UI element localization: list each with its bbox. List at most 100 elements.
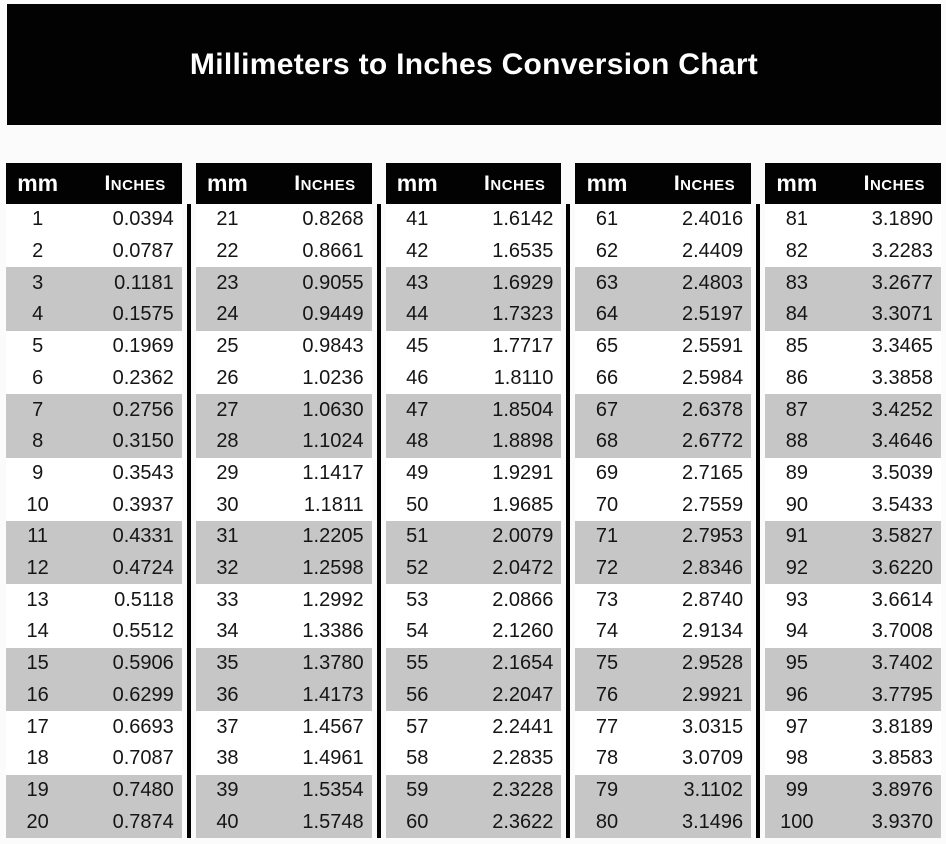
mm-value: 48: [406, 430, 429, 453]
mm-value: 10: [26, 493, 49, 516]
inches-value: 0.6299: [112, 683, 174, 706]
mm-value: 27: [216, 398, 239, 421]
inches-value: 1.6929: [492, 271, 554, 294]
table-row: 85 3.3465: [765, 330, 941, 363]
inches-value: 3.4252: [871, 398, 933, 421]
table-row: 8 0.3150: [6, 425, 182, 458]
mm-value: 15: [26, 652, 49, 675]
table-row: 45 1.7717: [385, 330, 562, 363]
table-row: 84 3.3071: [765, 299, 941, 331]
mm-value: 92: [785, 557, 808, 580]
inches-value: 1.8110: [493, 366, 554, 389]
mm-value: 90: [785, 493, 808, 516]
inches-value: 3.1496: [682, 810, 744, 833]
table-row: 37 1.4567: [195, 711, 372, 743]
mm-value: 69: [595, 461, 619, 484]
table-row: 55 2.1654: [385, 647, 562, 680]
table-row: 41 1.6142: [385, 204, 562, 236]
inches-value: 2.4016: [682, 208, 744, 231]
inches-value: 1.2205: [302, 525, 364, 548]
mm-value: 6: [32, 366, 44, 389]
inches-value: 0.4331: [112, 525, 174, 548]
mm-value: 68: [595, 430, 619, 453]
inches-value: 0.3543: [112, 461, 174, 484]
inches-value: 2.5984: [682, 366, 744, 389]
inches-value: 2.2047: [492, 683, 554, 706]
table-body: 1 0.0394 2 0.0787 3 0.1181 4 0.1575 5 0.1969 6 0.23…: [6, 204, 182, 839]
mm-value: 18: [26, 747, 49, 770]
inches-value: 2.6378: [682, 398, 744, 421]
inches-value: 3.1890: [871, 208, 933, 231]
table-row: 88 3.4646: [765, 425, 941, 458]
inches-value: 3.5827: [871, 525, 933, 548]
inches-value: 1.0236: [302, 366, 364, 389]
table-row: 10 0.3937: [6, 489, 182, 522]
table-row: 13 0.5118: [6, 584, 182, 617]
mm-value: 7: [32, 398, 44, 421]
table-row: 11 0.4331: [6, 521, 182, 553]
table-row: 72 2.8346: [575, 552, 752, 585]
table-body: 61 2.4016 62 2.4409 63 2.4803 64 2.5197 65 2.5591…: [575, 204, 752, 839]
inches-value: 1.1024: [302, 430, 364, 453]
table-row: 42 1.6535: [385, 235, 562, 268]
inches-value: 1.5748: [302, 810, 364, 833]
inches-value: 2.9921: [682, 683, 744, 706]
table-row: 83 3.2677: [765, 267, 941, 300]
inches-value: 3.0709: [682, 747, 744, 770]
mm-value: 36: [216, 683, 239, 706]
inches-value: 3.0315: [682, 715, 744, 738]
inches-value: 3.8583: [871, 747, 933, 770]
inches-value: 0.5906: [112, 652, 174, 675]
mm-value: 63: [595, 271, 619, 294]
table-row: 95 3.7402: [765, 647, 941, 680]
table-row: 100 3.9370: [765, 806, 941, 839]
table-row: 26 1.0236: [195, 362, 372, 395]
inches-value: 2.8740: [682, 588, 744, 611]
mm-value: 33: [216, 588, 239, 611]
mm-value: 80: [595, 810, 619, 833]
mm-value: 9: [32, 461, 44, 484]
table-row: 50 1.9685: [385, 489, 562, 522]
inches-value: 2.5197: [682, 303, 744, 326]
table-row: 27 1.0630: [195, 394, 372, 426]
inches-value: 0.3937: [112, 493, 174, 516]
mm-value: 98: [785, 747, 808, 770]
inches-value: 1.8898: [492, 430, 554, 453]
inches-value: 2.4409: [682, 240, 744, 263]
inches-value: 0.1181: [114, 271, 174, 294]
inches-value: 2.7165: [682, 461, 744, 484]
table-row: 78 3.0709: [575, 742, 752, 775]
table-row: 3 0.1181: [6, 267, 182, 300]
inches-value: 3.5433: [871, 493, 933, 516]
table-row: 71 2.7953: [575, 521, 752, 553]
inches-value: 1.9291: [492, 461, 554, 484]
inches-value: 0.2756: [112, 398, 174, 421]
inches-value: 2.0472: [492, 557, 554, 580]
table-row: 23 0.9055: [195, 267, 372, 300]
mm-value: 94: [785, 620, 808, 643]
mm-value: 35: [216, 652, 239, 675]
inches-value: 3.1102: [683, 779, 744, 801]
table-row: 44 1.7323: [385, 299, 562, 331]
mm-value: 32: [216, 557, 239, 580]
inches-value: 1.3386: [302, 620, 364, 643]
table-body: 21 0.8268 22 0.8661 23 0.9055 24 0.9449 25 0.9843…: [195, 204, 372, 839]
table-row: 75 2.9528: [575, 647, 752, 680]
table-header-row: mm Inches: [765, 163, 941, 204]
table-row: 99 3.8976: [765, 774, 941, 807]
table-row: 36 1.4173: [195, 679, 372, 712]
table-row: 87 3.4252: [765, 394, 941, 426]
table-row: 32 1.2598: [195, 552, 372, 585]
inches-value: 0.8661: [302, 240, 364, 263]
table-row: 14 0.5512: [6, 616, 182, 648]
inches-value: 3.3858: [871, 366, 933, 389]
mm-value: 53: [406, 588, 429, 611]
mm-value: 49: [406, 461, 429, 484]
table-row: 2 0.0787: [6, 235, 182, 268]
inches-value: 2.8346: [682, 557, 744, 580]
inches-value: 3.9370: [871, 810, 933, 833]
mm-value: 28: [216, 430, 239, 453]
mm-value: 46: [406, 366, 429, 389]
table-row: 20 0.7874: [6, 806, 182, 839]
